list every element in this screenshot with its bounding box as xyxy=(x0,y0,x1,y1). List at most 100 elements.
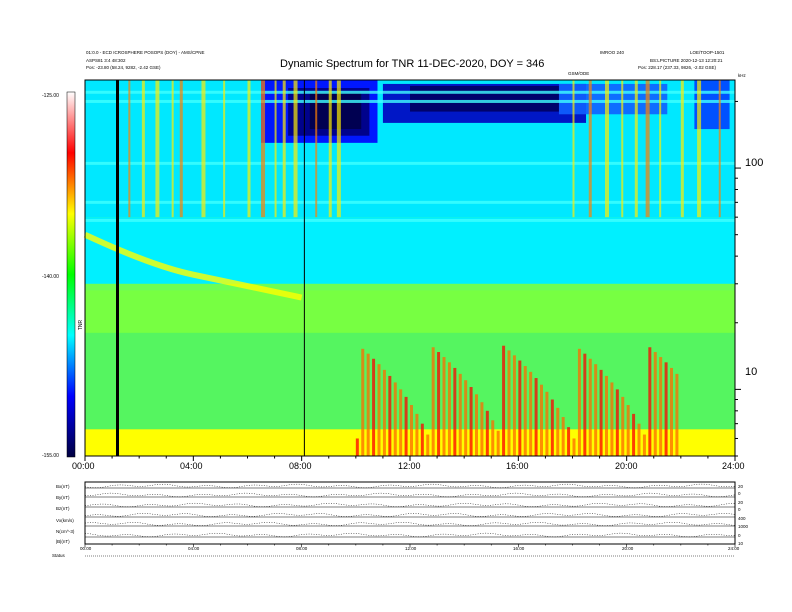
upper-streak-22 xyxy=(680,80,684,218)
upper-streak-8 xyxy=(261,80,266,218)
lower-x-tick-3: 12:00 xyxy=(405,546,417,551)
lower-right-4: 400 xyxy=(738,516,746,521)
low-burst-7 xyxy=(393,382,397,456)
hstripe-1 xyxy=(85,99,735,103)
lower-panel-frame xyxy=(84,481,736,545)
upper-streak-9 xyxy=(274,80,277,218)
lower-footer-label: Status xyxy=(52,553,65,558)
lower-right-5: 1000 xyxy=(738,524,749,529)
x-tick-6: 24:00 xyxy=(722,461,745,471)
lower-x-tick-0: 00:00 xyxy=(80,546,92,551)
lower-right-6: 0 xyxy=(738,533,741,538)
low-burst-17 xyxy=(447,362,451,456)
lower-right-3: 0 xyxy=(738,507,741,512)
lower-x-tick-5: 20:00 xyxy=(622,546,634,551)
lower-label-2: Bz(nT) xyxy=(56,506,70,511)
low-burst-46 xyxy=(605,375,608,456)
header-center-small: GSM/ODE xyxy=(568,71,590,76)
header-right-line4: Pos: 228.17 (237.33, 9826, -2.02 GSE) xyxy=(638,65,717,70)
colorbar-label-mid: -140.00 xyxy=(42,274,59,280)
header-right-line2: LOE/TOOP-1501 xyxy=(690,50,725,55)
lower-label-1: By(nT) xyxy=(56,495,70,500)
hstripe-0 xyxy=(85,90,735,94)
low-burst-55 xyxy=(653,352,657,456)
chart-title: Dynamic Spectrum for TNR 11-DEC-2020, DO… xyxy=(280,58,545,70)
lower-right-2: 20 xyxy=(738,500,744,505)
low-burst-56 xyxy=(659,357,663,456)
upper-streak-10 xyxy=(282,80,286,218)
header-left-line2: ASPS81 3:4 48:302 xyxy=(86,58,126,63)
low-burst-28 xyxy=(507,350,511,456)
upper-streak-21 xyxy=(659,80,662,218)
low-burst-47 xyxy=(610,382,614,456)
low-burst-19 xyxy=(458,373,462,456)
low-burst-10 xyxy=(410,404,413,456)
upper-streak-24 xyxy=(718,80,721,218)
upper-streak-0 xyxy=(128,80,131,218)
lower-right-1: 0 xyxy=(738,491,741,496)
x-tick-3: 12:00 xyxy=(398,461,421,471)
dark-region-2 xyxy=(309,92,362,130)
lower-x-tick-6: 24:00 xyxy=(728,546,740,551)
low-burst-48 xyxy=(615,389,619,456)
upper-streak-5 xyxy=(201,80,206,218)
low-burst-20 xyxy=(464,380,468,456)
lower-x-tick-1: 04:00 xyxy=(188,546,200,551)
dark-region-5 xyxy=(558,83,668,115)
band-mid-cyan xyxy=(85,217,735,291)
low-burst-23 xyxy=(480,402,484,456)
low-burst-38 xyxy=(561,417,565,456)
boundary-wave xyxy=(83,231,303,301)
low-burst-52 xyxy=(637,423,641,456)
low-burst-26 xyxy=(496,430,500,456)
low-burst-18 xyxy=(453,367,457,456)
lower-right-0: 20 xyxy=(738,484,744,489)
lower-x-tick-2: 08:00 xyxy=(296,546,308,551)
low-burst-58 xyxy=(670,367,673,456)
low-burst-44 xyxy=(594,364,598,456)
low-burst-8 xyxy=(399,389,403,456)
low-burst-42 xyxy=(583,353,587,456)
lower-label-4: N(cm^-3) xyxy=(56,529,75,534)
upper-streak-13 xyxy=(328,80,332,218)
low-burst-9 xyxy=(404,396,408,456)
low-burst-1 xyxy=(361,348,365,456)
low-burst-36 xyxy=(550,399,554,456)
low-burst-50 xyxy=(626,404,630,456)
low-burst-34 xyxy=(540,384,543,456)
low-burst-41 xyxy=(577,348,581,456)
x-tick-0: 00:00 xyxy=(72,461,95,471)
low-burst-15 xyxy=(437,352,441,456)
low-burst-25 xyxy=(491,420,495,456)
low-burst-30 xyxy=(518,360,522,456)
low-burst-33 xyxy=(534,378,538,456)
upper-streak-4 xyxy=(179,80,183,218)
lower-right-7: 10 xyxy=(738,541,744,546)
header-right-line1: IMROO 240 xyxy=(600,50,625,55)
x-tick-4: 16:00 xyxy=(506,461,529,471)
hstripe-3 xyxy=(85,200,735,204)
low-burst-24 xyxy=(485,410,489,456)
low-burst-6 xyxy=(388,375,392,456)
low-burst-13 xyxy=(426,434,430,456)
lower-label-3: Vx(km/s) xyxy=(56,518,74,523)
upper-streak-2 xyxy=(155,80,160,218)
low-burst-3 xyxy=(372,358,376,456)
x-tick-5: 20:00 xyxy=(615,461,638,471)
upper-streak-18 xyxy=(621,80,624,218)
low-burst-29 xyxy=(512,355,516,456)
colorbar-label-top: -125.00 xyxy=(42,93,59,99)
upper-streak-16 xyxy=(588,80,592,218)
low-burst-14 xyxy=(431,347,435,456)
band-green-transition xyxy=(85,283,735,333)
hstripe-4 xyxy=(85,218,735,222)
low-burst-59 xyxy=(675,373,679,456)
upper-streak-14 xyxy=(336,80,341,218)
low-burst-54 xyxy=(648,347,652,456)
low-burst-57 xyxy=(664,362,668,456)
lower-x-tick-4: 16:00 xyxy=(513,546,525,551)
low-burst-35 xyxy=(545,391,549,456)
low-burst-0 xyxy=(355,438,359,456)
colorbar xyxy=(66,91,76,458)
